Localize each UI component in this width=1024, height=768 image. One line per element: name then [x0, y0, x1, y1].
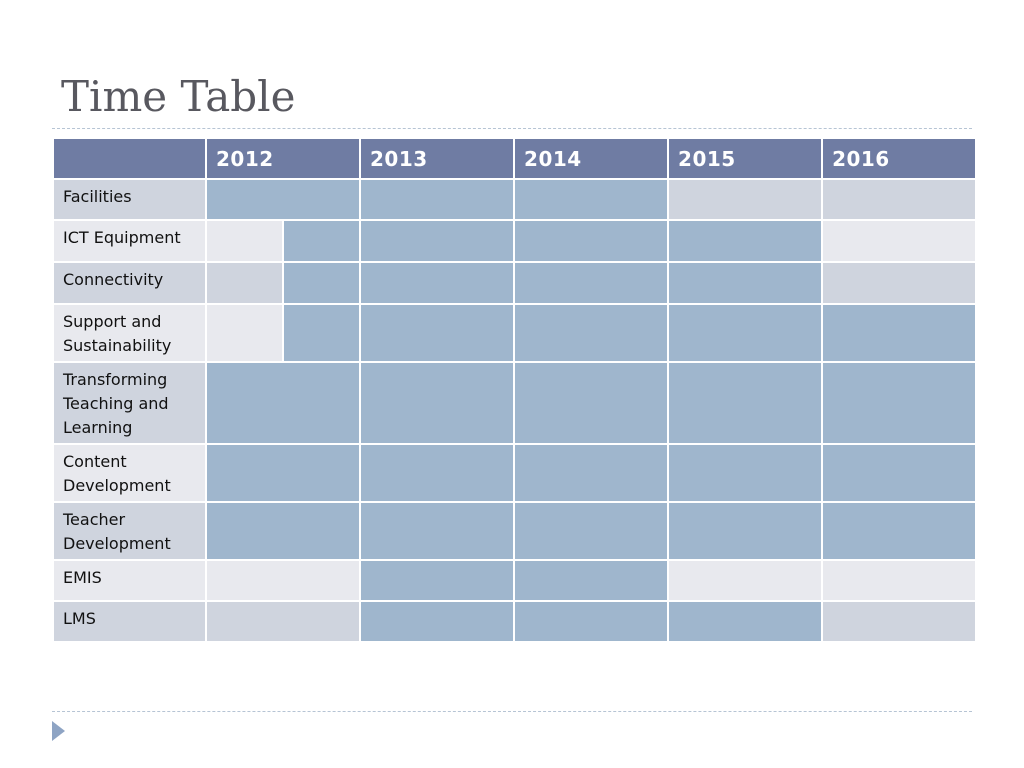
table-row: Support and Sustainability — [52, 303, 978, 363]
row-label: ICT Equipment — [52, 219, 207, 263]
timeline-cell-active — [513, 443, 670, 503]
timeline-cell-active — [513, 600, 670, 643]
row-label: Transforming Teaching and Learning — [52, 361, 207, 445]
timeline-cell-empty — [204, 600, 362, 643]
timeline-cell-active — [359, 303, 516, 363]
table-row: LMS — [52, 600, 978, 643]
timeline-cell-empty — [821, 261, 978, 305]
table-row: Transforming Teaching and Learning — [52, 361, 978, 445]
timeline-cell-active — [667, 303, 824, 363]
table-row: Teacher Development — [52, 501, 978, 561]
timeline-cell-active — [204, 361, 362, 445]
footer-divider — [52, 711, 972, 712]
row-label: Connectivity — [52, 261, 207, 305]
timeline-cell-active — [281, 261, 362, 305]
timeline-cell-active — [513, 361, 670, 445]
timeline-cell-active — [359, 261, 516, 305]
timeline-cell-active — [359, 600, 516, 643]
timeline-cell-active — [667, 501, 824, 561]
timeline-cell-empty — [821, 219, 978, 263]
row-label: Content Development — [52, 443, 207, 503]
timeline-cell-active — [204, 178, 362, 221]
timeline-cell-active — [359, 361, 516, 445]
table-row: ICT Equipment — [52, 219, 978, 263]
timeline-cell-empty — [821, 559, 978, 602]
timeline-cell-active — [667, 219, 824, 263]
row-label: Facilities — [52, 178, 207, 221]
timeline-cell-active — [667, 261, 824, 305]
header-year: 2012 — [204, 137, 362, 180]
time-table: 2012 2013 2014 2015 2016 Facilities ICT E… — [52, 137, 978, 643]
slide-title: Time Table — [61, 72, 296, 121]
timeline-cell-active — [513, 261, 670, 305]
timeline-cell-active — [513, 501, 670, 561]
table-row: Content Development — [52, 443, 978, 503]
timeline-cell-empty — [205, 219, 284, 263]
timeline-cell-empty — [205, 261, 284, 305]
timeline-cell-active — [667, 361, 824, 445]
row-label: Support and Sustainability — [52, 303, 207, 363]
header-year: 2015 — [667, 137, 824, 180]
play-triangle-icon — [52, 721, 65, 741]
title-divider — [52, 128, 972, 129]
header-row: 2012 2013 2014 2015 2016 — [52, 137, 978, 180]
header-year: 2013 — [359, 137, 516, 180]
timeline-cell-active — [281, 219, 362, 263]
row-label: EMIS — [52, 559, 207, 602]
timeline-cell-active — [281, 303, 362, 363]
timeline-cell-empty — [667, 559, 824, 602]
timeline-cell-active — [821, 303, 978, 363]
timeline-cell-empty — [821, 178, 978, 221]
table-row: Connectivity — [52, 261, 978, 305]
timeline-cell-active — [204, 443, 362, 503]
timeline-cell-active — [513, 219, 670, 263]
timeline-cell-active — [821, 361, 978, 445]
timeline-cell-active — [359, 501, 516, 561]
row-label: LMS — [52, 600, 207, 643]
header-corner-cell — [52, 137, 207, 180]
timeline-cell-active — [359, 443, 516, 503]
header-year: 2016 — [821, 137, 978, 180]
timeline-cell-active — [667, 600, 824, 643]
timeline-cell-active — [667, 443, 824, 503]
timeline-cell-active — [513, 178, 670, 221]
table-body: Facilities ICT Equipment Connectivity Suppo… — [52, 178, 978, 643]
row-label: Teacher Development — [52, 501, 207, 561]
timeline-cell-empty — [204, 559, 362, 602]
timeline-cell-active — [359, 559, 516, 602]
timeline-cell-empty — [667, 178, 824, 221]
header-year: 2014 — [513, 137, 670, 180]
timeline-cell-active — [821, 501, 978, 561]
timeline-cell-active — [821, 443, 978, 503]
timeline-cell-active — [359, 219, 516, 263]
timeline-cell-active — [513, 559, 670, 602]
timeline-cell-active — [513, 303, 670, 363]
timeline-cell-empty — [205, 303, 284, 363]
timeline-cell-active — [359, 178, 516, 221]
timeline-cell-active — [204, 501, 362, 561]
table-row: EMIS — [52, 559, 978, 602]
timeline-cell-empty — [821, 600, 978, 643]
table-row: Facilities — [52, 178, 978, 221]
